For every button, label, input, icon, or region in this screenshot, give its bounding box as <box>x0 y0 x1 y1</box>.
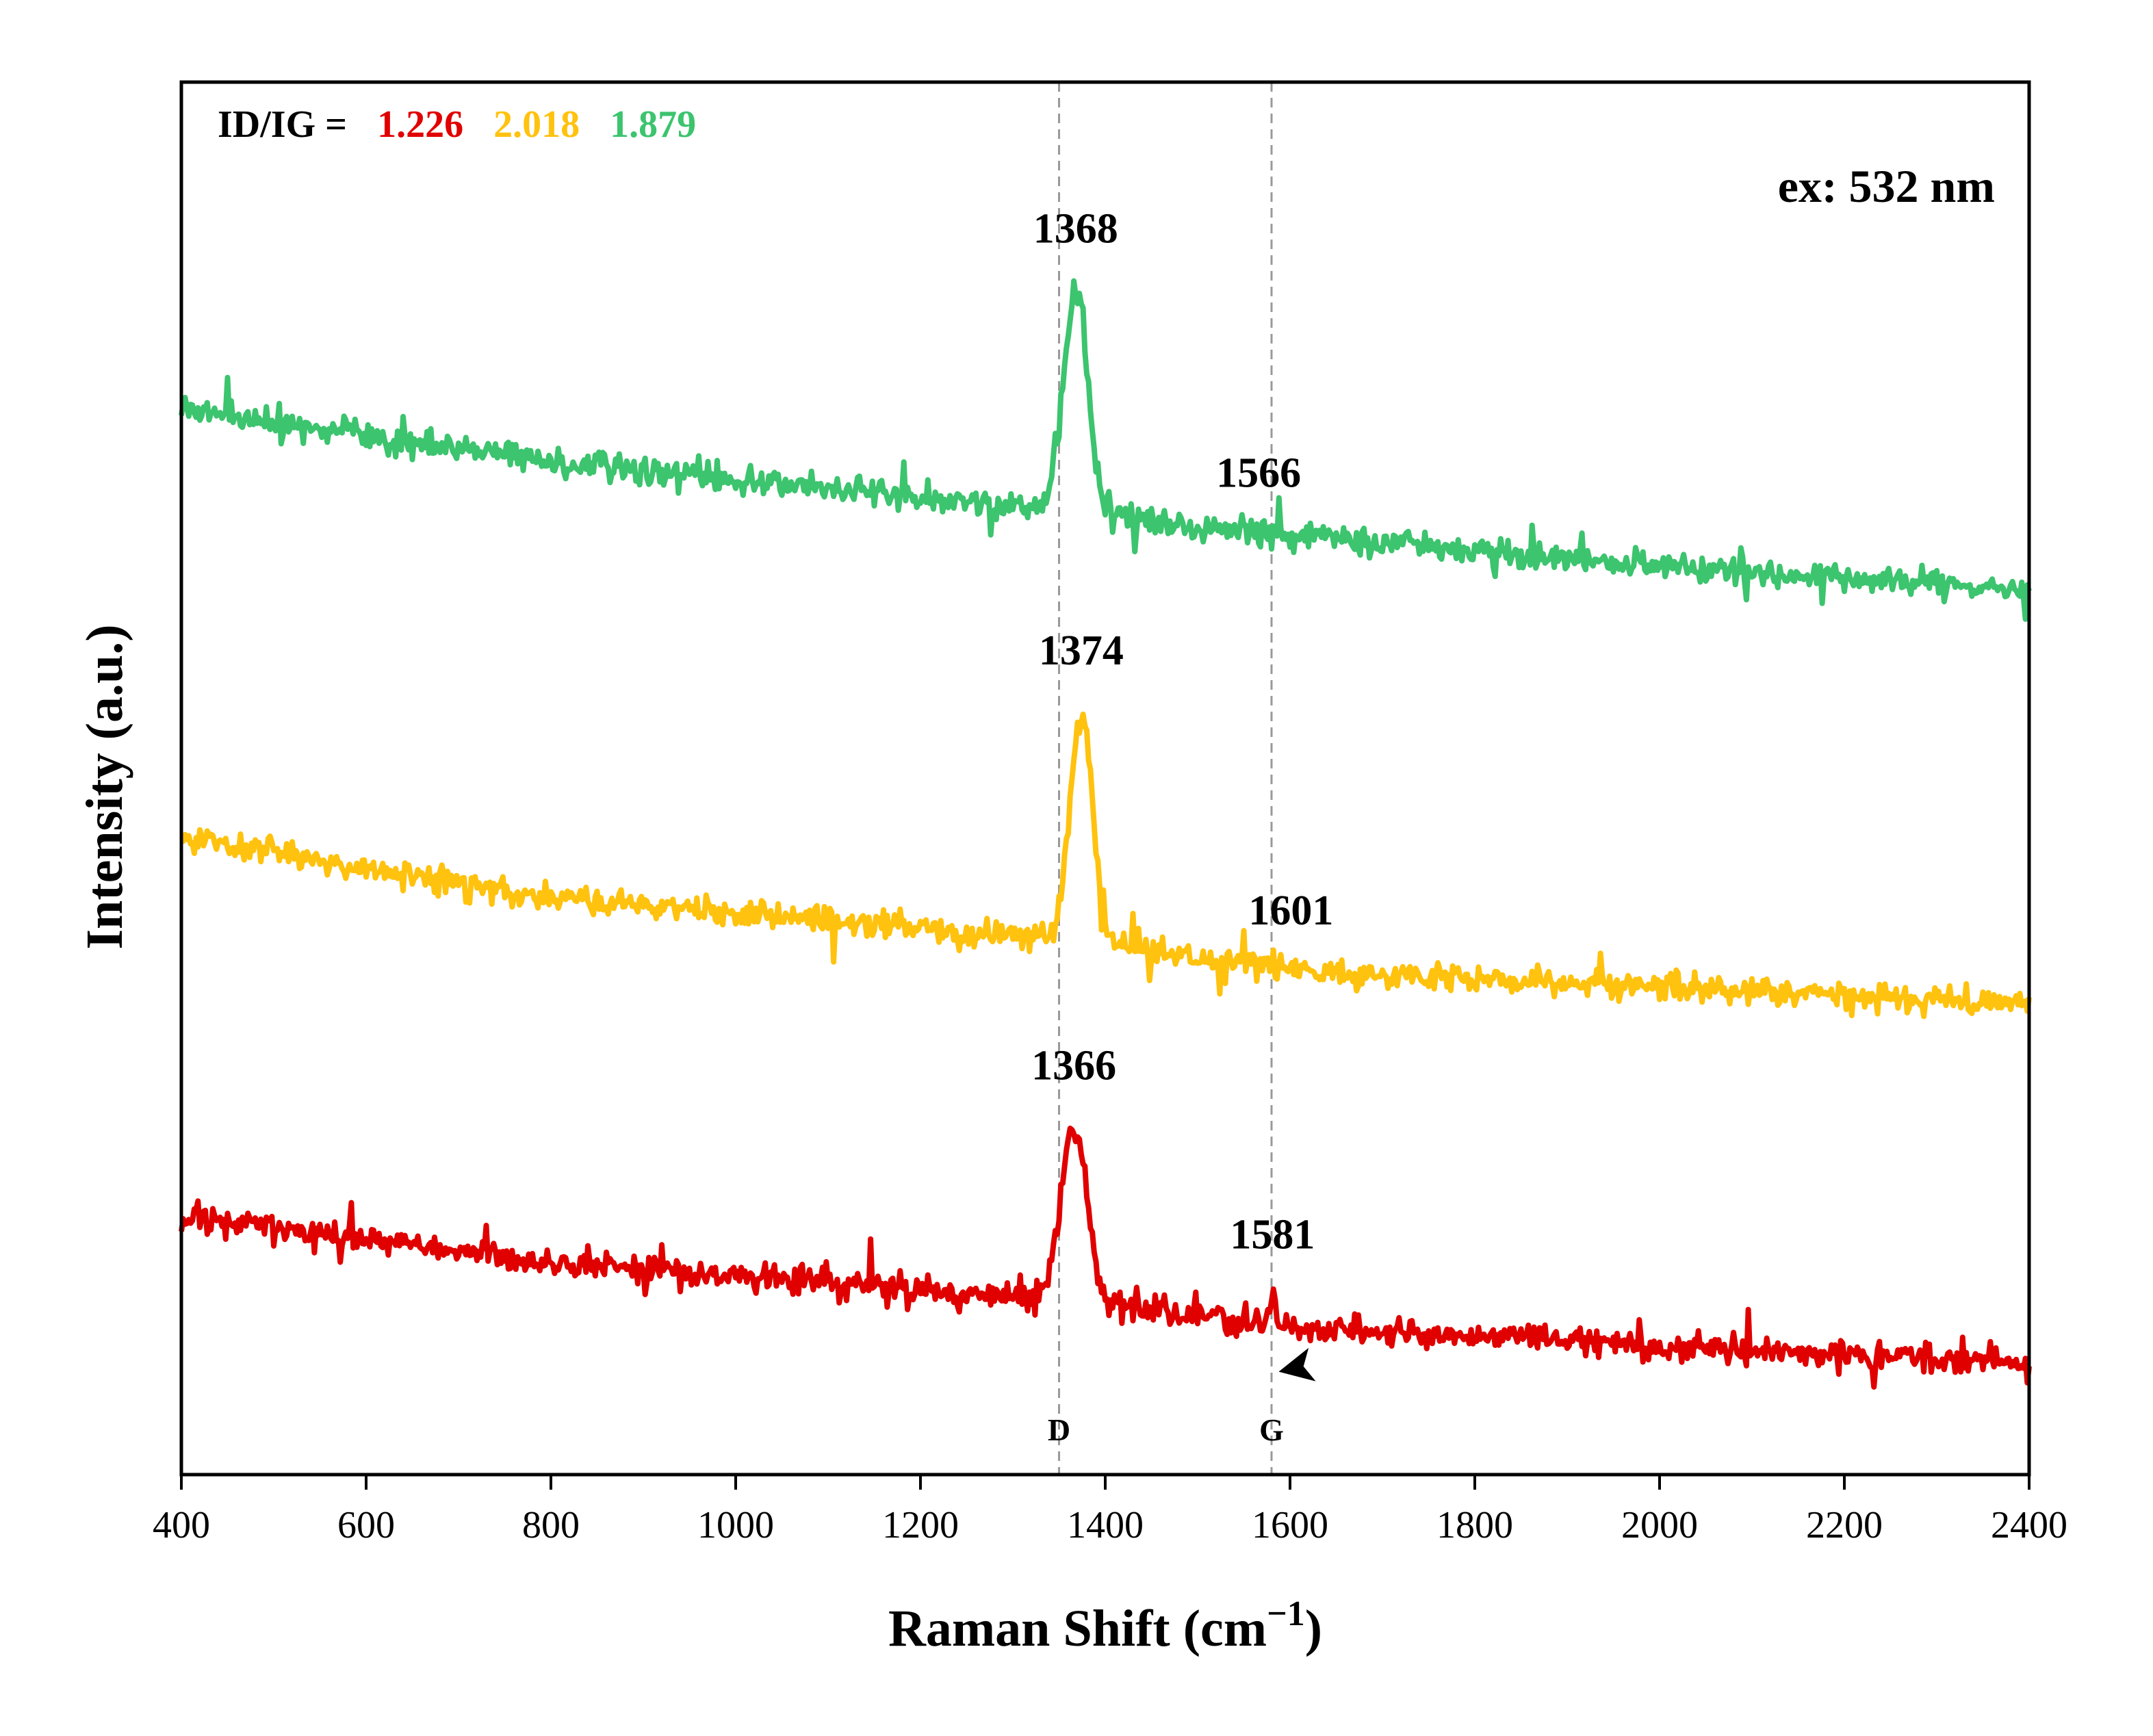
series-line-2 <box>180 711 2032 1020</box>
series-layer <box>179 278 2032 1390</box>
x-tick-label: 1600 <box>1252 1504 1328 1546</box>
x-tick-label: 2200 <box>1806 1504 1883 1546</box>
x-axis-title: Raman Shift (cm−1) <box>888 1594 1322 1657</box>
peak-label: 1581 <box>1230 1211 1315 1258</box>
ratio-red: 1.226 <box>377 103 463 146</box>
peak-label: 1368 <box>1033 206 1118 252</box>
band-label-D: D <box>1048 1412 1070 1447</box>
band-label-G: G <box>1259 1412 1284 1447</box>
ratio-prefix: ID/IG = <box>218 103 347 146</box>
x-tick-label: 2000 <box>1621 1504 1698 1546</box>
arrowhead-marker <box>1278 1347 1316 1382</box>
series-line-3 <box>179 278 2032 622</box>
peak-labels: 1366 1581 1374 1368 1601 1566 <box>1031 206 1333 1258</box>
x-tick-label: 400 <box>153 1504 210 1546</box>
x-tick-label: 2400 <box>1991 1504 2067 1546</box>
peak-label: 1366 <box>1031 1043 1116 1089</box>
x-tick-label: 800 <box>522 1504 580 1546</box>
ratio-legend: ID/IG = 1.226 2.018 1.879 <box>218 103 696 146</box>
ratio-yellow: 2.018 <box>493 103 580 146</box>
peak-label: 1566 <box>1216 450 1301 496</box>
x-tick-label: 600 <box>337 1504 395 1546</box>
series-line-1 <box>179 1126 2032 1390</box>
peak-label: 1601 <box>1248 888 1333 934</box>
ratio-green: 1.879 <box>610 103 696 146</box>
x-axis-ticks: 400 600 800 1000 1200 1400 1600 1800 2000 2200 240… <box>153 1475 2067 1546</box>
y-axis-title: Intensity (a.u.) <box>76 624 133 949</box>
x-tick-label: 1000 <box>697 1504 774 1546</box>
excitation-label: ex: 532 nm <box>1778 160 1995 212</box>
x-tick-label: 1200 <box>882 1504 959 1546</box>
peak-label: 1374 <box>1039 627 1124 674</box>
x-tick-label: 1800 <box>1436 1504 1513 1546</box>
x-tick-label: 1400 <box>1067 1504 1144 1546</box>
